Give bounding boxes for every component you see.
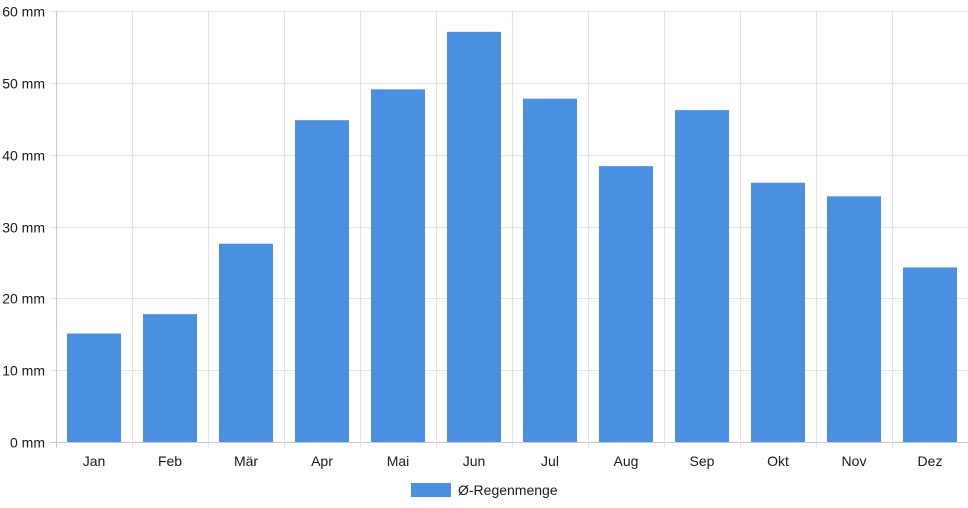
bar-jun[interactable] <box>447 31 501 443</box>
bar-nov[interactable] <box>827 196 881 442</box>
bar-sep[interactable] <box>675 110 729 442</box>
y-tick-label: 60 mm <box>2 4 45 20</box>
x-tick-label: Jul <box>541 453 559 469</box>
y-axis-labels: 0 mm 10 mm 20 mm 30 mm 40 mm 50 mm 60 mm <box>2 4 45 451</box>
bar-mai[interactable] <box>371 89 425 442</box>
x-tick-label: Mär <box>234 453 258 469</box>
x-tick-label: Dez <box>918 453 943 469</box>
x-tick-label: Jan <box>83 453 106 469</box>
bar-mär[interactable] <box>219 243 273 442</box>
bar-dez[interactable] <box>903 267 957 442</box>
y-tick-label: 0 mm <box>10 435 45 451</box>
x-tick-label: Okt <box>767 453 789 469</box>
legend-swatch <box>411 483 451 497</box>
y-tick-label: 20 mm <box>2 291 45 307</box>
bar-apr[interactable] <box>295 120 349 442</box>
x-tick-label: Feb <box>158 453 182 469</box>
x-tick-label: Aug <box>614 453 639 469</box>
grid <box>50 11 968 448</box>
bar-aug[interactable] <box>599 166 653 442</box>
x-axis-labels: Jan Feb Mär Apr Mai Jun Jul Aug Sep Okt Nov Dez <box>83 453 943 469</box>
bar-jan[interactable] <box>67 333 121 442</box>
y-tick-label: 30 mm <box>2 220 45 236</box>
legend-label: Ø-Regenmenge <box>458 482 558 498</box>
x-tick-label: Mai <box>387 453 410 469</box>
bar-feb[interactable] <box>143 314 197 442</box>
x-tick-label: Sep <box>690 453 715 469</box>
y-tick-label: 50 mm <box>2 76 45 92</box>
bar-jul[interactable] <box>523 98 577 443</box>
y-tick-label: 10 mm <box>2 363 45 379</box>
x-tick-label: Jun <box>463 453 486 469</box>
bar-okt[interactable] <box>751 182 805 442</box>
x-tick-label: Nov <box>842 453 867 469</box>
y-tick-label: 40 mm <box>2 148 45 164</box>
x-tick-label: Apr <box>311 453 333 469</box>
legend[interactable]: Ø-Regenmenge <box>411 482 558 498</box>
bars <box>67 31 957 443</box>
